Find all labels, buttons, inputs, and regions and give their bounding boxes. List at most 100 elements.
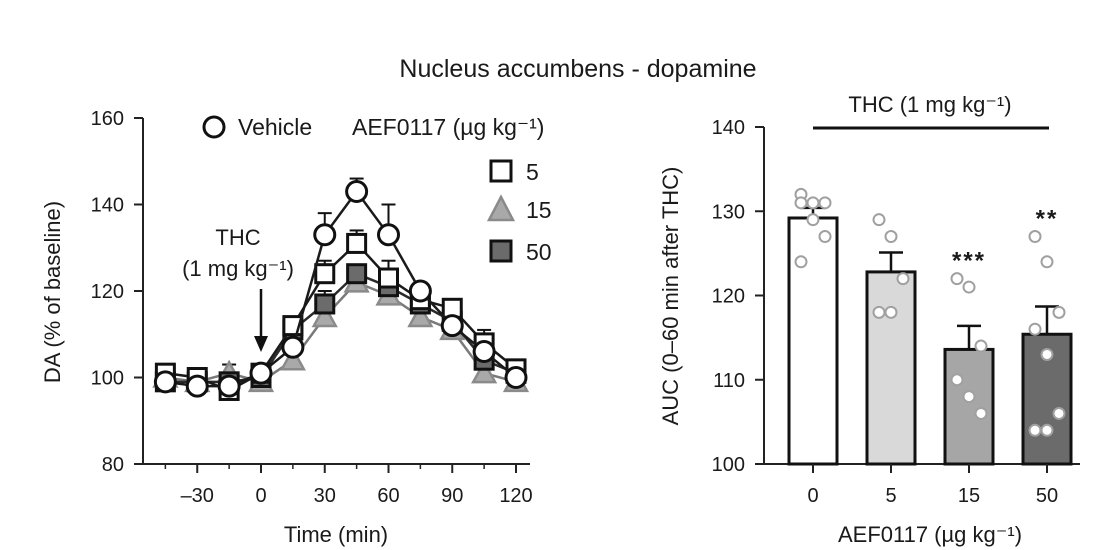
left-y-tick-label: 80: [102, 454, 124, 476]
bar-group-0: 0: [787, 187, 839, 507]
legend-label-50: 50: [526, 239, 552, 265]
legend-marker-5: [489, 159, 513, 183]
right-y-tick-label: 130: [712, 201, 745, 223]
data-point: [217, 374, 241, 398]
data-point: [377, 223, 400, 247]
individual-point: [818, 230, 832, 244]
figure-title: Nucleus accumbens - dopamine: [399, 55, 756, 83]
individual-point: [950, 373, 964, 387]
data-point: [378, 267, 399, 289]
individual-point: [962, 390, 976, 404]
left-x-tick-label: 30: [314, 485, 336, 507]
data-point: [504, 366, 528, 389]
individual-point: [794, 196, 808, 210]
data-point: [345, 180, 369, 204]
left-y-tick-label: 120: [91, 281, 124, 303]
left-x-tick-label: 0: [255, 485, 266, 507]
data-point: [346, 232, 368, 254]
left-x-tick-label: 60: [377, 485, 399, 507]
data-point: [346, 263, 368, 285]
bar-group-15: 15 ***: [943, 248, 995, 507]
thc-bracket-label: THC (1 mg kg⁻¹): [848, 92, 1011, 117]
individual-point: [1040, 347, 1054, 361]
individual-point: [1040, 255, 1054, 269]
legend-label-15: 15: [526, 197, 552, 223]
bar-group-50: 50 **: [1021, 206, 1073, 507]
individual-point: [884, 230, 898, 244]
individual-point: [1052, 406, 1066, 420]
left-x-axis-label: Time (min): [284, 522, 388, 547]
data-point: [311, 303, 338, 328]
data-point: [408, 279, 432, 303]
legend-marker-50: [489, 239, 513, 263]
data-point: [440, 314, 464, 338]
data-point: [314, 293, 336, 315]
individual-point: [1040, 423, 1054, 437]
individual-point: [884, 305, 898, 319]
left-x-ticks: –30 0 30 60 90 120: [164, 464, 533, 507]
auc-bar-chart: 100 110 120 130 140 0 5 15 *** 50 ** AEF0117 (µg …: [658, 92, 1080, 547]
left-y-ticks: 80 100 120 140 160: [91, 108, 143, 476]
legend: Vehicle AEF0117 (µg kg⁻¹) 5 15 50: [202, 114, 552, 265]
data-point: [281, 335, 305, 359]
individual-point: [896, 272, 910, 286]
thc-annotation-line2: (1 mg kg⁻¹): [182, 256, 294, 281]
series-layer: [152, 177, 530, 401]
significance-marker: **: [1036, 206, 1059, 233]
bar: [943, 347, 995, 466]
data-point: [407, 303, 434, 328]
individual-point: [974, 406, 988, 420]
significance-marker: ***: [952, 248, 986, 275]
left-y-axis-label: DA (% of baseline): [40, 201, 65, 383]
bar-group-5: 5: [865, 213, 917, 507]
data-point: [153, 370, 177, 394]
right-y-tick-label: 110: [713, 370, 745, 392]
legend-header: AEF0117 (µg kg⁻¹): [352, 114, 544, 140]
left-x-tick-label: –30: [181, 485, 214, 507]
right-y-tick-label: 100: [712, 454, 745, 476]
bar: [865, 270, 917, 466]
data-point: [471, 359, 498, 384]
legend-marker-15: [486, 194, 516, 222]
data-point: [249, 361, 273, 385]
individual-point: [1028, 423, 1042, 437]
individual-point: [974, 339, 988, 353]
individual-point: [962, 280, 976, 294]
right-x-tick-label: 15: [958, 485, 980, 507]
data-point: [185, 374, 209, 398]
bar: [787, 216, 839, 466]
data-point: [279, 346, 306, 371]
left-y-tick-label: 100: [91, 368, 124, 390]
right-y-tick-label: 140: [712, 117, 745, 139]
individual-point: [950, 272, 964, 286]
individual-point: [1052, 305, 1066, 319]
legend-marker-vehicle: [202, 115, 226, 139]
right-x-tick-label: 0: [807, 485, 818, 507]
individual-point: [872, 305, 886, 319]
left-x-tick-label: 90: [441, 485, 463, 507]
data-point: [472, 340, 496, 364]
right-x-tick-label: 50: [1036, 485, 1058, 507]
series-vehicle: [153, 177, 528, 398]
individual-point: [806, 196, 820, 210]
individual-point: [872, 213, 886, 227]
thc-annotation-line1: THC: [215, 225, 260, 250]
legend-label-5: 5: [526, 159, 539, 185]
left-y-tick-label: 140: [91, 195, 124, 217]
thc-arrow: [254, 289, 268, 352]
individual-point: [818, 196, 832, 210]
legend-label-vehicle: Vehicle: [238, 114, 312, 140]
individual-point: [1028, 322, 1042, 336]
data-point: [313, 223, 337, 247]
individual-point: [1028, 230, 1042, 244]
individual-point: [806, 213, 820, 227]
individual-point: [794, 255, 808, 269]
bar-layer: 0 5 15 *** 50 **: [787, 187, 1073, 507]
right-y-tick-label: 120: [712, 286, 745, 308]
left-y-tick-label: 160: [91, 108, 124, 130]
left-x-tick-label: 120: [499, 485, 532, 507]
series-line: [165, 280, 517, 384]
data-point: [314, 263, 336, 285]
